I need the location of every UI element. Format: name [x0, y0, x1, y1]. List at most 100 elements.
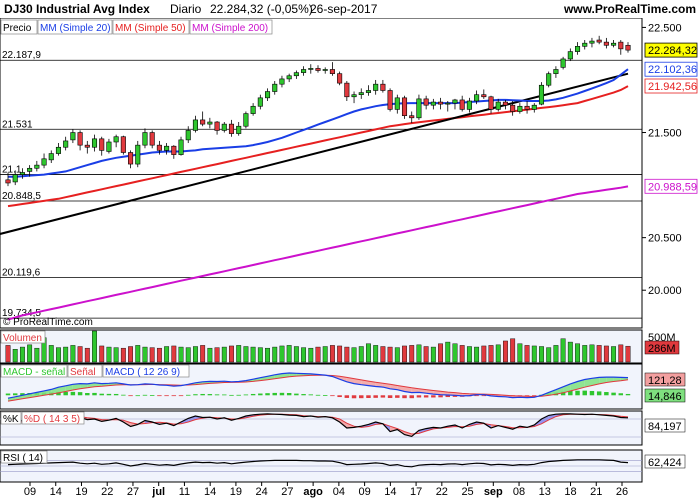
candle: [329, 62, 335, 76]
volume-bar: [445, 341, 451, 363]
candle: [308, 64, 314, 74]
x-tick-label: 22: [436, 486, 448, 498]
candle: [19, 168, 25, 179]
macd-hist-bar: [532, 395, 537, 397]
x-tick-label: 09: [358, 486, 370, 498]
candle: [48, 150, 54, 164]
candle: [589, 37, 595, 48]
volume-bar: [34, 347, 40, 363]
macd-hist-bar: [618, 393, 624, 396]
macd-hist-bar: [416, 395, 422, 398]
macd-hist-bar: [582, 390, 587, 396]
svg-text:14,846: 14,846: [648, 391, 682, 403]
macd-hist-bar: [402, 395, 407, 399]
x-tick-label: 24: [256, 486, 268, 498]
candle: [618, 40, 624, 55]
candle: [596, 35, 602, 45]
macd-hist-bar: [92, 392, 97, 396]
volume-bar: [207, 347, 213, 363]
hline-label-0: 22.187,9: [2, 50, 41, 61]
volume-bar: [329, 345, 335, 363]
candle: [603, 37, 609, 49]
candle: [394, 94, 400, 114]
macd-legend-diff: MACD - señal: [3, 367, 65, 378]
volume-bar: [495, 344, 501, 363]
macd-hist-bar: [589, 390, 595, 396]
macd-hist-bar: [452, 395, 458, 397]
macd-hist-bar: [575, 390, 580, 396]
macd-hist-bar: [5, 393, 11, 396]
x-tick-label: 22: [101, 486, 113, 498]
volume-bar: [575, 343, 580, 363]
hline-label-3: 20.848,5: [2, 191, 41, 202]
macd-hist-bar: [258, 393, 263, 396]
macd-hist-bar: [568, 390, 573, 396]
macd-hist-bar: [185, 394, 191, 396]
candle: [553, 66, 559, 78]
macd-hist-bar: [380, 395, 386, 398]
candle: [120, 135, 126, 155]
stoch-legend-d: %D ( 14 3 5): [24, 414, 80, 425]
candle: [560, 56, 566, 70]
volume-bar: [459, 345, 465, 363]
macd-hist-bar: [366, 395, 371, 399]
candle: [200, 111, 206, 127]
volume-bar: [416, 344, 422, 363]
macd-hist-bar: [135, 395, 141, 397]
volume-bar: [625, 345, 631, 363]
candle: [567, 48, 573, 62]
macd-hist-bar: [171, 395, 177, 397]
volume-bar: [164, 346, 170, 363]
volume-bar: [474, 346, 480, 363]
candle: [538, 82, 545, 106]
volume-bar: [618, 344, 624, 363]
macd-hist-bar: [77, 392, 83, 396]
volume-bar: [430, 346, 436, 363]
legend-ma20: MM (Simple 20): [40, 23, 111, 34]
svg-text:22.284,32: 22.284,32: [648, 45, 697, 57]
macd-hist-bar: [56, 391, 61, 396]
volume-bar: [113, 347, 119, 363]
y-tick-label: 21.500: [648, 128, 682, 140]
volume-bar: [510, 338, 516, 363]
volume-bar: [56, 347, 61, 363]
macd-hist-bar: [106, 393, 112, 396]
candle: [106, 138, 112, 154]
candle: [452, 98, 458, 110]
x-tick-label: jul: [151, 486, 165, 498]
volume-bar: [308, 347, 314, 363]
rsi-last-label: 62,424: [644, 454, 686, 469]
candle: [5, 172, 11, 187]
macd-hist-bar: [113, 393, 119, 396]
volume-bar: [366, 343, 371, 363]
candle: [192, 115, 198, 133]
volume-bar: [92, 330, 97, 363]
volume-bar: [229, 345, 234, 363]
macd-hist-bar: [330, 395, 335, 397]
candle: [438, 97, 444, 110]
candle: [301, 66, 307, 76]
candle: [351, 91, 357, 104]
macd-hist-bar: [149, 395, 155, 396]
x-tick-label: 04: [333, 486, 345, 498]
volume-bar: [351, 347, 357, 363]
volume-bar: [481, 345, 487, 363]
candle: [214, 120, 220, 135]
price-label-price: 22.284,32: [644, 42, 698, 58]
candle: [401, 95, 408, 119]
volume-bar: [567, 341, 573, 363]
candle: [474, 90, 480, 105]
volume-bar: [279, 345, 285, 363]
volume-bar: [517, 343, 523, 363]
macd-hist-bar: [243, 394, 249, 396]
macd-hist-bar: [308, 394, 314, 396]
candle: [178, 136, 184, 156]
candle: [423, 95, 429, 110]
x-tick-label: 27: [127, 486, 139, 498]
chart-period: Diario: [170, 2, 202, 16]
ma50-line: [7, 85, 629, 208]
macd-hist-bar: [409, 395, 414, 399]
chart-header: DJ30 Industrial Avg Index Diario 22.284,…: [0, 0, 700, 18]
macd-hist-bar: [121, 394, 126, 396]
volume-bar: [423, 346, 429, 363]
